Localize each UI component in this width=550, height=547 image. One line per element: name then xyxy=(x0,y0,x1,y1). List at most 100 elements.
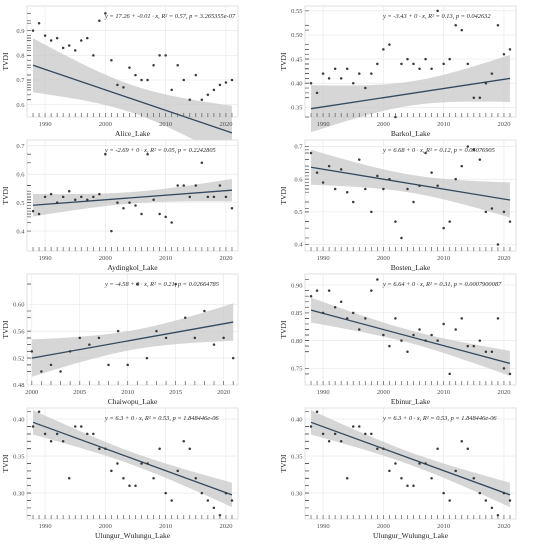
regression-line xyxy=(310,166,511,201)
panel-3: 1990 2000 2010 2020 0.4 0.5 0.6 0.7 Aydingkol_La… xyxy=(1,139,239,272)
data-point xyxy=(388,469,391,473)
data-point xyxy=(351,425,355,428)
data-point xyxy=(98,19,101,23)
data-point xyxy=(358,425,361,428)
data-point xyxy=(110,229,113,233)
data-point xyxy=(152,477,155,480)
data-point xyxy=(230,78,234,82)
data-point xyxy=(140,462,143,465)
data-point xyxy=(339,77,343,80)
data-point xyxy=(158,212,161,216)
x-tick-label: 2020 xyxy=(219,121,232,128)
data-point xyxy=(508,220,512,223)
y-tick-label: 0.40 xyxy=(291,416,302,423)
regression-line xyxy=(32,189,233,206)
data-point xyxy=(478,96,482,99)
data-point xyxy=(460,28,463,32)
y-axis-label: TVDI xyxy=(1,186,10,204)
data-point xyxy=(351,81,355,85)
data-point xyxy=(400,477,403,480)
data-point xyxy=(412,200,415,204)
data-point xyxy=(67,44,71,47)
regression-equation: y = 6.64 + 0 · x, R² = 0.31, p = 0.00079… xyxy=(382,281,502,288)
y-axis-label: TVDI xyxy=(1,454,10,472)
data-point xyxy=(37,22,41,25)
panel-1: 1990 2000 2010 2020 0.6 0.7 0.8 0.9 Alice_Lake TV… xyxy=(1,5,239,160)
data-point xyxy=(61,440,65,443)
data-point xyxy=(394,220,397,223)
data-point xyxy=(339,440,343,443)
data-point xyxy=(364,317,367,320)
x-tick-label: 1990 xyxy=(317,121,330,128)
x-tick-label: 2000 xyxy=(99,255,112,262)
data-point xyxy=(424,57,427,61)
data-point xyxy=(424,151,427,155)
data-point xyxy=(382,333,385,337)
data-point xyxy=(104,152,107,156)
data-point xyxy=(146,152,149,156)
data-point xyxy=(460,317,463,320)
data-point xyxy=(424,339,427,342)
panel-7: 1990 2000 2010 2020 0.30 0.35 0.40 Ulungur_Wulu… xyxy=(1,407,239,540)
y-tick-label: 0.6 xyxy=(16,171,25,178)
y-tick-label: 0.7 xyxy=(294,144,303,151)
regression-line xyxy=(310,309,511,365)
data-point xyxy=(442,226,445,230)
data-point xyxy=(442,62,445,66)
y-tick-label: 0.35 xyxy=(291,453,302,460)
x-tick-label: 2000 xyxy=(377,389,390,396)
data-point xyxy=(55,36,59,40)
data-point xyxy=(200,98,204,101)
data-point xyxy=(472,344,476,348)
data-point xyxy=(472,96,476,99)
data-point xyxy=(321,311,325,315)
data-point xyxy=(86,432,89,436)
data-point xyxy=(436,447,439,450)
regression-equation: y = -3.43 + 0 · x, R² = 0.13, p = 0.0426… xyxy=(382,13,491,20)
data-point xyxy=(67,189,71,193)
data-point xyxy=(454,177,457,181)
data-point xyxy=(158,447,161,450)
data-point xyxy=(339,300,343,303)
regression-equation: y = 6.3 + 0 · x, R² = 0.53, p = 1.848446… xyxy=(104,415,219,422)
data-point xyxy=(448,220,451,223)
data-point xyxy=(418,184,421,187)
data-point xyxy=(508,48,512,51)
data-point xyxy=(412,62,415,66)
data-point xyxy=(188,447,192,450)
data-point xyxy=(400,236,403,240)
data-point xyxy=(170,88,173,92)
data-point xyxy=(370,210,373,214)
x-axis-label: Aydingkol_Lake xyxy=(107,263,158,272)
data-point xyxy=(376,174,379,178)
data-point xyxy=(59,370,62,373)
data-point xyxy=(309,425,313,428)
data-point xyxy=(315,410,319,413)
data-point xyxy=(55,432,59,436)
x-tick-label: 2010 xyxy=(121,389,134,396)
x-axis-label: Ulungur_Wulungu_Lake xyxy=(373,531,449,540)
data-point xyxy=(206,499,210,502)
data-point xyxy=(400,62,403,66)
regression-equation: y = 6.3 + 0 · x, R² = 0.53, p = 1.848446… xyxy=(382,415,497,422)
data-point xyxy=(128,66,131,69)
data-point xyxy=(496,243,500,246)
data-point xyxy=(40,370,43,373)
y-tick-label: 0.6 xyxy=(294,176,303,183)
data-point xyxy=(174,282,177,286)
data-point xyxy=(333,67,337,70)
data-point xyxy=(110,469,113,473)
regression-line xyxy=(32,64,233,134)
data-point xyxy=(430,67,433,70)
x-tick-label: 2000 xyxy=(25,389,38,396)
data-point xyxy=(376,62,379,66)
data-point xyxy=(321,181,325,184)
regression-equation: y = -4.58 + 0 · x, R² = 0.21, p = 0.0266… xyxy=(104,281,219,288)
data-point xyxy=(472,477,476,480)
data-point xyxy=(502,53,506,56)
data-point xyxy=(496,24,500,27)
data-point xyxy=(104,12,107,15)
data-point xyxy=(370,432,373,436)
data-point xyxy=(472,148,476,152)
y-tick-label: 0.75 xyxy=(291,366,302,373)
